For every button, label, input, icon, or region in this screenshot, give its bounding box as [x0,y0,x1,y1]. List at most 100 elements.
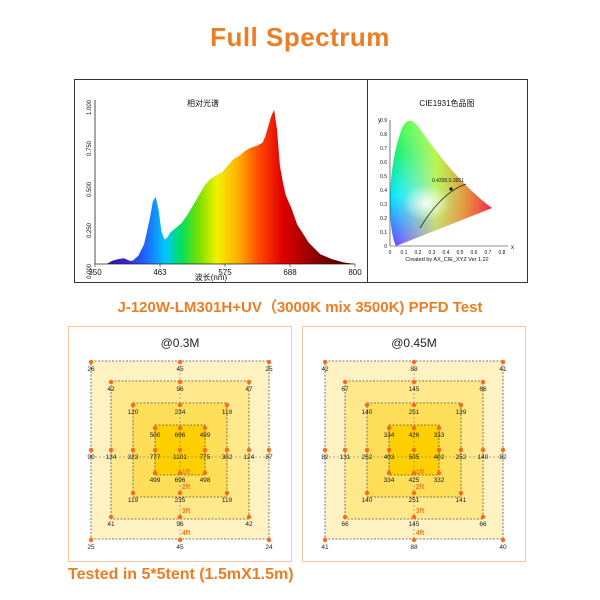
ppfd-value: 88 [410,366,418,373]
spectrum-x-tick-label: 688 [283,268,297,277]
tent-size-note: Tested in 5*5tent (1.5mX1.5m) [68,566,294,583]
ppfd-sample-dot [342,379,348,385]
cie-credit: Created by AX_CIE_XYZ Ver 1.22 [405,257,488,263]
page-title: Full Spectrum [210,22,390,52]
ppfd-ring-label: 3ft [182,508,191,515]
ppfd-height-title: @0.45M [391,336,437,350]
ppfd-sample-dot [108,379,114,385]
ppfd-sample-dot [386,425,392,431]
ppfd-sample-dot [411,402,417,408]
ppfd-value: 251 [409,409,420,416]
cie-x-axis-label: x [511,245,514,251]
ppfd-value: 234 [175,409,186,416]
ppfd-sample-dot [411,537,417,543]
cie-title: CIE1931色品图 [419,98,474,108]
ppfd-sample-dot [224,490,230,496]
ppfd-value: 425 [409,477,420,484]
ppfd-value: 499 [150,477,161,484]
ppfd-value: 235 [175,497,186,504]
ppfd-sample-dot [130,490,136,496]
ppfd-sample-dot [500,359,506,365]
ppfd-value: 120 [128,409,139,416]
ppfd-sample-dot [224,402,230,408]
ppfd-grid-0.45m: @0.45M 1ft 2ft 3ft 4ft 42 88 41 67 145 66 140 251 139… [321,336,507,551]
ppfd-sample-dot [88,537,94,543]
ppfd-value: 25 [87,544,95,551]
ppfd-value: 24 [265,544,273,551]
ppfd-value: 45 [176,544,184,551]
ppfd-value: 426 [409,432,420,439]
ppfd-ring-label: 1ft [416,469,425,476]
cie-x-tick-label: 0.1 [401,250,408,256]
ppfd-value: 500 [150,432,161,439]
ppfd-sample-dot [130,402,136,408]
chromaticity-label: 0.4330,0.3951 [432,178,464,184]
ppfd-sample-dot [177,514,183,520]
cie-y-tick-label: 0.1 [380,230,387,236]
ppfd-sample-dot [177,379,183,385]
ppfd-value: 141 [456,497,467,504]
cie-y-tick-label: 0.9 [380,118,387,124]
cie-y-tick-label: 0.2 [380,216,387,222]
ppfd-value: 1101 [173,454,187,461]
ppfd-value: 139 [456,409,467,416]
ppfd-sample-dot [480,514,486,520]
spectrum-title: 相对光谱 [187,98,219,108]
cie-x-tick-label: 0.7 [485,250,492,256]
ppfd-value: 41 [499,366,507,373]
ppfd-value: 119 [128,497,139,504]
ppfd-panel-0.45m: @0.45M 1ft 2ft 3ft 4ft 42 88 41 67 145 66 140 251 139… [302,326,526,562]
ppfd-value: 499 [200,432,211,439]
ppfd-value: 140 [362,409,373,416]
ppfd-value: 25 [265,366,273,373]
chromaticity-point [449,187,453,191]
spectrum-chart: 350 463 575 688 800 0.000 0.250 0.500 0.750 1.000… [87,98,362,282]
ppfd-value: 96 [176,521,184,528]
ppfd-sample-dot [411,514,417,520]
ppfd-sample-dot [266,447,272,453]
ppfd-sample-dot [266,359,272,365]
ppfd-value: 66 [479,521,487,528]
ppfd-sample-dot [152,470,158,476]
ppfd-sample-dot [177,402,183,408]
ppfd-value: 333 [434,432,445,439]
ppfd-sample-dot [458,402,464,408]
ppfd-sample-dot [364,490,370,496]
spectrum-x-tick-label: 350 [88,268,102,277]
ppfd-ring-label: 4ft [416,530,425,537]
ppfd-value: 82 [321,454,329,461]
ppfd-value: 323 [128,454,139,461]
ppfd-sample-dot [480,379,486,385]
ppfd-value: 696 [175,432,186,439]
ppfd-value: 119 [222,497,233,504]
ppfd-sample-dot [480,447,486,453]
spectrum-y-tick-label: 0.000 [87,263,93,279]
cie-x-tick-label: 0.5 [457,250,464,256]
ppfd-value: 26 [87,366,95,373]
ppfd-value: 302 [222,454,233,461]
cie-y-axis-label: y [378,118,381,124]
ppfd-sample-dot [246,514,252,520]
spectrum-area [95,109,355,264]
ppfd-ring-label: 2ft [416,484,425,491]
ppfd-value: 140 [478,454,489,461]
spectrum-x-label: 波长(nm) [195,272,228,282]
ppfd-ring-label: 4ft [182,530,191,537]
cie-chart: CIE1931色品图 0 0.1 0.2 0.3 0.4 0.5 0.6 0.7 0.8 0 0.1… [378,98,514,263]
ppfd-sample-dot [224,447,230,453]
ppfd-value: 332 [434,477,445,484]
ppfd-value: 140 [362,497,373,504]
ppfd-sample-dot [322,537,328,543]
ppfd-value: 119 [222,409,233,416]
cie-y-tick-label: 0 [384,244,387,250]
cie-y-tick-label: 0.4 [380,188,387,194]
ppfd-sample-dot [386,447,392,453]
ppfd-panel-0.3m: @0.3M 1ft 2ft 3ft 4ft 26 45 25 42 96 47 120 234 119 90… [68,326,292,562]
ppfd-value: 696 [175,477,186,484]
ppfd-sample-dot [500,537,506,543]
spectrum-x-tick-label: 575 [218,268,232,277]
ppfd-value: 82 [499,454,507,461]
ppfd-grid-0.3m: @0.3M 1ft 2ft 3ft 4ft 26 45 25 42 96 47 120 234 119 90… [87,336,273,551]
cie-y-tick-label: 0.8 [380,132,387,138]
planckian-locus [419,183,467,229]
